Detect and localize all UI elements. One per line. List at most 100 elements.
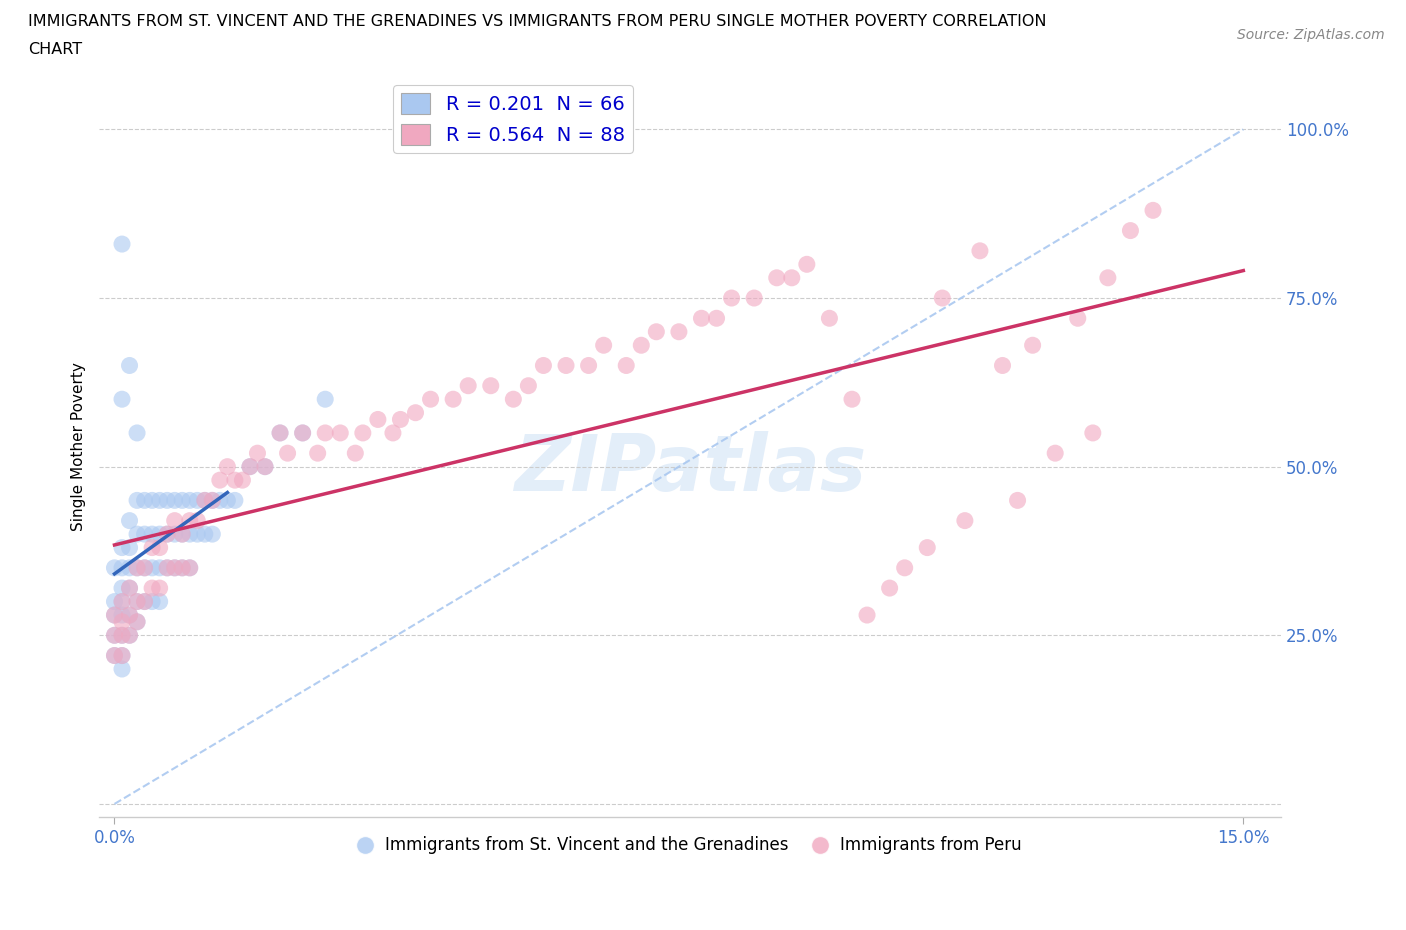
Point [217, 459, 239, 474]
Point [405, 405, 427, 420]
Point [502, 392, 524, 406]
Point [149, 580, 172, 595]
Point [441, 392, 464, 406]
Point [517, 379, 540, 393]
Point [780, 271, 803, 286]
Text: IMMIGRANTS FROM ST. VINCENT AND THE GRENADINES VS IMMIGRANTS FROM PERU SINGLE MO: IMMIGRANTS FROM ST. VINCENT AND THE GREN… [28, 14, 1046, 29]
Point [269, 426, 291, 441]
Point [201, 493, 224, 508]
Point [172, 561, 194, 576]
Point [201, 526, 224, 541]
Point [277, 445, 299, 460]
Point [111, 561, 134, 576]
Point [179, 561, 201, 576]
Point [953, 513, 976, 528]
Point [134, 594, 156, 609]
Point [125, 594, 148, 609]
Point [111, 594, 134, 609]
Point [231, 472, 253, 487]
Point [118, 513, 141, 528]
Point [125, 493, 148, 508]
Point [149, 561, 172, 576]
Point [1007, 493, 1029, 508]
Point [720, 290, 742, 305]
Point [796, 257, 818, 272]
Point [179, 561, 201, 576]
Point [1119, 223, 1142, 238]
Point [690, 311, 713, 325]
Point [134, 493, 156, 508]
Point [1142, 203, 1164, 218]
Point [103, 648, 125, 663]
Point [179, 493, 201, 508]
Point [841, 392, 863, 406]
Point [1021, 338, 1043, 352]
Point [367, 412, 389, 427]
Point [253, 459, 276, 474]
Point [111, 607, 134, 622]
Point [389, 412, 412, 427]
Point [217, 493, 239, 508]
Point [156, 526, 179, 541]
Point [479, 379, 502, 393]
Text: CHART: CHART [28, 42, 82, 57]
Text: ZIPatlas: ZIPatlas [515, 431, 866, 507]
Point [134, 594, 156, 609]
Point [149, 526, 172, 541]
Point [163, 561, 186, 576]
Point [879, 580, 901, 595]
Point [111, 540, 134, 555]
Point [224, 493, 246, 508]
Point [125, 526, 148, 541]
Point [163, 513, 186, 528]
Point [118, 607, 141, 622]
Point [141, 540, 163, 555]
Point [141, 594, 163, 609]
Point [352, 426, 374, 441]
Point [578, 358, 600, 373]
Point [156, 526, 179, 541]
Point [991, 358, 1014, 373]
Point [1067, 311, 1090, 325]
Point [186, 526, 208, 541]
Point [111, 392, 134, 406]
Point [149, 493, 172, 508]
Point [172, 493, 194, 508]
Point [668, 325, 690, 339]
Point [118, 580, 141, 595]
Point [224, 472, 246, 487]
Point [915, 540, 938, 555]
Point [931, 290, 953, 305]
Point [103, 648, 125, 663]
Point [818, 311, 841, 325]
Point [381, 426, 404, 441]
Point [269, 426, 291, 441]
Point [1043, 445, 1066, 460]
Point [103, 594, 125, 609]
Point [111, 236, 134, 251]
Point [186, 493, 208, 508]
Point [118, 607, 141, 622]
Point [156, 561, 179, 576]
Point [239, 459, 262, 474]
Point [291, 426, 314, 441]
Point [141, 493, 163, 508]
Point [614, 358, 637, 373]
Point [125, 594, 148, 609]
Point [630, 338, 652, 352]
Point [141, 526, 163, 541]
Point [194, 493, 217, 508]
Point [742, 290, 765, 305]
Point [103, 628, 125, 643]
Point [103, 561, 125, 576]
Point [103, 607, 125, 622]
Point [156, 493, 179, 508]
Point [141, 561, 163, 576]
Point [314, 426, 336, 441]
Point [208, 493, 231, 508]
Point [419, 392, 441, 406]
Point [239, 459, 262, 474]
Point [149, 594, 172, 609]
Point [118, 628, 141, 643]
Point [246, 445, 269, 460]
